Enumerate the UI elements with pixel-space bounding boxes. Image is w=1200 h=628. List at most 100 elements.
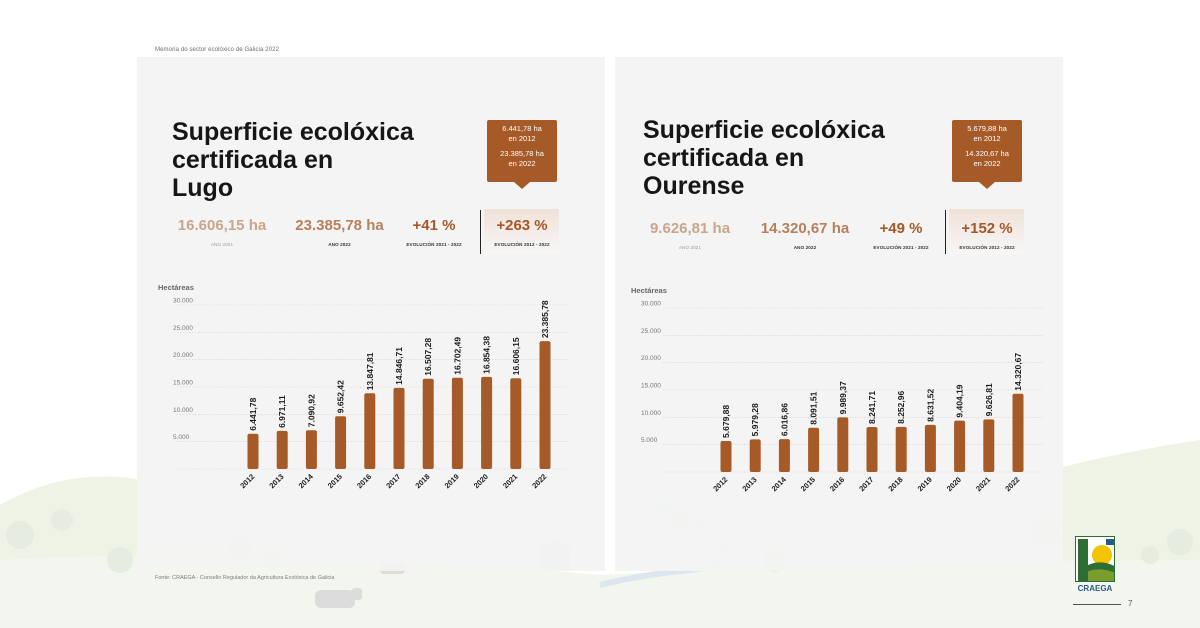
y-axis-label: Hectáreas bbox=[631, 286, 667, 295]
bar-2016 bbox=[364, 393, 376, 469]
data-label: 8.091,51 bbox=[809, 391, 819, 424]
divider bbox=[945, 210, 946, 254]
callout-line: en 2012 bbox=[508, 134, 536, 143]
y-tick-label: 10.000 bbox=[641, 410, 661, 417]
data-label: 16.507,28 bbox=[423, 338, 433, 376]
data-label: 7.090,92 bbox=[306, 394, 316, 427]
data-label: 16.854,38 bbox=[482, 336, 492, 374]
stat-value: +263 % bbox=[496, 217, 548, 234]
x-tick-label: 2015 bbox=[799, 475, 817, 493]
y-tick-label: 30.000 bbox=[641, 301, 661, 308]
bar-2013 bbox=[276, 430, 288, 469]
x-tick-label: 2018 bbox=[886, 475, 904, 493]
title-line: Superficie ecolóxica bbox=[172, 118, 414, 146]
ourense-title: Superficie ecolóxica certificada en Oure… bbox=[643, 116, 885, 200]
data-label: 8.241,71 bbox=[867, 391, 877, 424]
x-tick-label: 2012 bbox=[238, 472, 256, 490]
bar-2014 bbox=[778, 439, 790, 472]
callout-line: en 2022 bbox=[973, 159, 1001, 168]
stat-label: ANO 2021 bbox=[678, 245, 702, 250]
data-label: 14.846,71 bbox=[394, 347, 404, 385]
x-tick-label: 2013 bbox=[740, 475, 758, 493]
callout-line: en 2012 bbox=[973, 134, 1001, 143]
x-tick-label: 2022 bbox=[530, 472, 548, 490]
bar-2022 bbox=[1012, 393, 1024, 472]
craega-logo: CRAEGA bbox=[1072, 536, 1118, 596]
stat-value: 16.606,15 ha bbox=[177, 217, 267, 234]
y-tick-label: 30.000 bbox=[173, 298, 193, 305]
bar-2020 bbox=[481, 376, 493, 469]
x-tick-label: 2017 bbox=[857, 475, 875, 493]
title-line: certificada en bbox=[643, 144, 805, 172]
stat-value: 9.626,81 ha bbox=[649, 220, 731, 237]
stat-label: EVOLUCIÓN 2021 - 2022 bbox=[406, 242, 462, 247]
title-line: certificada en bbox=[172, 146, 334, 174]
x-tick-label: 2018 bbox=[413, 472, 431, 490]
bar-2014 bbox=[305, 430, 317, 469]
y-tick-label: 15.000 bbox=[641, 383, 661, 390]
y-tick-label: 25.000 bbox=[641, 328, 661, 335]
stat-value: 14.320,67 ha bbox=[760, 220, 850, 237]
y-tick-label: 20.000 bbox=[173, 352, 193, 359]
header-note: Memoria do sector ecolóxico de Galicia 2… bbox=[155, 47, 280, 53]
logo-text: CRAEGA bbox=[1077, 584, 1113, 593]
bar-2020 bbox=[954, 420, 966, 472]
footer-source: Fonte: CRAEGA - Consello Regulador da Ag… bbox=[155, 575, 335, 581]
title-line: Ourense bbox=[643, 172, 745, 200]
x-tick-label: 2013 bbox=[267, 472, 285, 490]
bar-2015 bbox=[808, 427, 820, 472]
x-tick-label: 2021 bbox=[974, 475, 992, 493]
bar-2017 bbox=[393, 387, 405, 469]
y-tick-label: 10.000 bbox=[173, 407, 193, 414]
title-line: Superficie ecolóxica bbox=[643, 116, 885, 144]
stat-evolution-2012-2022: +152 % EVOLUCIÓN 2012 - 2022 bbox=[951, 220, 1023, 250]
x-tick-label: 2015 bbox=[326, 472, 344, 490]
data-label: 9.652,42 bbox=[336, 380, 346, 413]
x-tick-label: 2020 bbox=[472, 472, 490, 490]
stat-2021: 9.626,81 ha ANO 2021 bbox=[635, 220, 745, 250]
x-tick-label: 2016 bbox=[828, 475, 846, 493]
data-label: 9.989,37 bbox=[838, 381, 848, 414]
x-tick-label: 2017 bbox=[384, 472, 402, 490]
stat-value: +41 % bbox=[412, 217, 456, 234]
stat-evolution-2021-2022: +49 % EVOLUCIÓN 2021 - 2022 bbox=[865, 220, 937, 250]
data-label: 8.252,96 bbox=[896, 391, 906, 424]
bar-2017 bbox=[866, 426, 878, 472]
data-label: 14.320,67 bbox=[1013, 353, 1023, 391]
y-axis-label: Hectáreas bbox=[158, 283, 194, 292]
stat-label: ANO 2021 bbox=[210, 242, 234, 247]
data-label: 6.016,86 bbox=[779, 403, 789, 436]
stat-2021: 16.606,15 ha ANO 2021 bbox=[172, 217, 272, 247]
data-label: 9.404,19 bbox=[955, 384, 965, 417]
x-tick-label: 2016 bbox=[355, 472, 373, 490]
x-tick-label: 2019 bbox=[916, 475, 934, 493]
data-label: 9.626,81 bbox=[984, 383, 994, 416]
callout-line: 5.679,88 ha bbox=[967, 124, 1007, 133]
callout-line: 6.441,78 ha bbox=[502, 124, 542, 133]
y-tick-label: 20.000 bbox=[641, 355, 661, 362]
x-tick-label: 2020 bbox=[945, 475, 963, 493]
highlight-background bbox=[484, 209, 559, 254]
y-tick-label: 5.000 bbox=[173, 434, 190, 441]
x-tick-label: 2021 bbox=[501, 472, 519, 490]
stat-value: +49 % bbox=[879, 220, 923, 237]
data-label: 16.702,49 bbox=[452, 337, 462, 375]
x-tick-label: 2014 bbox=[770, 474, 789, 493]
callout-tip bbox=[514, 182, 530, 189]
bar-2022 bbox=[539, 341, 551, 469]
lugo-title: Superficie ecolóxica certificada en Lugo bbox=[172, 118, 414, 202]
bar-2019 bbox=[924, 424, 936, 472]
data-label: 13.847,81 bbox=[365, 352, 375, 390]
bar-2019 bbox=[451, 377, 463, 469]
ourense-panel: Superficie ecolóxica certificada en Oure… bbox=[615, 57, 1063, 571]
stat-value: 23.385,78 ha bbox=[295, 217, 384, 234]
bar-2013 bbox=[749, 439, 761, 472]
x-tick-label: 2012 bbox=[711, 475, 729, 493]
bar-2015 bbox=[335, 416, 347, 469]
x-tick-label: 2022 bbox=[1003, 475, 1021, 493]
lugo-callout: 6.441,78 ha en 2012 23.385,78 ha en 2022 bbox=[487, 120, 557, 182]
callout-tip bbox=[979, 182, 995, 189]
highlight-background bbox=[949, 209, 1024, 254]
data-label: 8.631,52 bbox=[925, 388, 935, 421]
stat-label: EVOLUCIÓN 2012 - 2022 bbox=[959, 245, 1015, 250]
